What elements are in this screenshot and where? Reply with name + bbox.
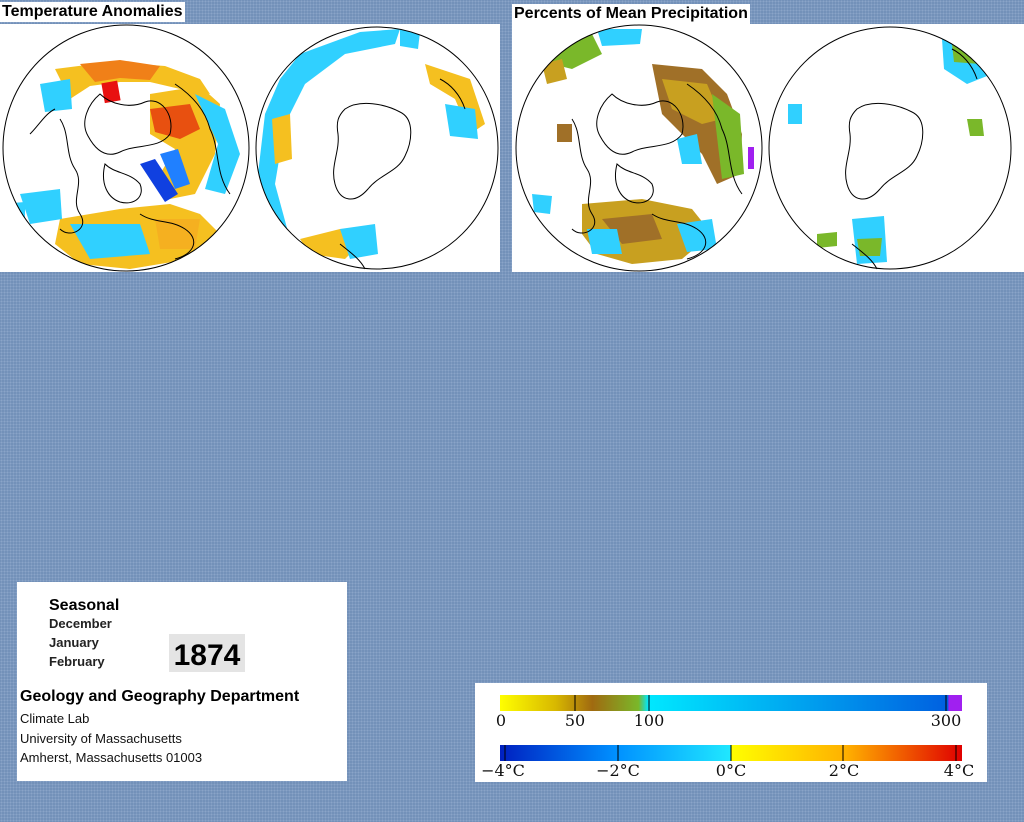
precip-tick-50: 50	[564, 711, 586, 730]
precip-tick-100: 100	[633, 711, 665, 730]
precip-tick-300: 300	[930, 711, 962, 730]
precipitation-title: Percents of Mean Precipitation	[512, 4, 750, 24]
legend-panel: 0 50 100 300 −4°C −2°C 0°C 2°C 4°C	[475, 683, 987, 782]
northern-hemisphere-map	[515, 24, 763, 272]
lab-label: Climate Lab	[20, 711, 90, 726]
precipitation-colorbar	[500, 695, 962, 711]
info-panel: Seasonal December January February 1874 …	[17, 582, 347, 781]
temperature-title: Temperature Anomalies	[0, 2, 185, 22]
temp-tick-minus4: −4°C	[481, 761, 525, 780]
temp-tick-0: 0°C	[715, 761, 747, 780]
temp-tick-2: 2°C	[828, 761, 860, 780]
university-label: University of Massachusetts	[20, 731, 182, 746]
year-label: 1874	[169, 634, 245, 672]
month-label: January	[49, 635, 99, 650]
southern-hemisphere-map	[768, 26, 1012, 270]
temp-tick-4: 4°C	[943, 761, 975, 780]
department-label: Geology and Geography Department	[20, 688, 300, 705]
precip-tick-0: 0	[495, 711, 507, 730]
temperature-anomalies-panel	[0, 24, 500, 272]
northern-hemisphere-map	[2, 24, 250, 272]
season-label: Seasonal	[49, 597, 120, 614]
month-label: December	[49, 616, 112, 631]
precipitation-panel	[512, 24, 1024, 272]
southern-hemisphere-map	[255, 26, 499, 270]
temp-tick-minus2: −2°C	[596, 761, 640, 780]
month-label: February	[49, 654, 105, 669]
address-label: Amherst, Massachusetts 01003	[20, 750, 203, 765]
